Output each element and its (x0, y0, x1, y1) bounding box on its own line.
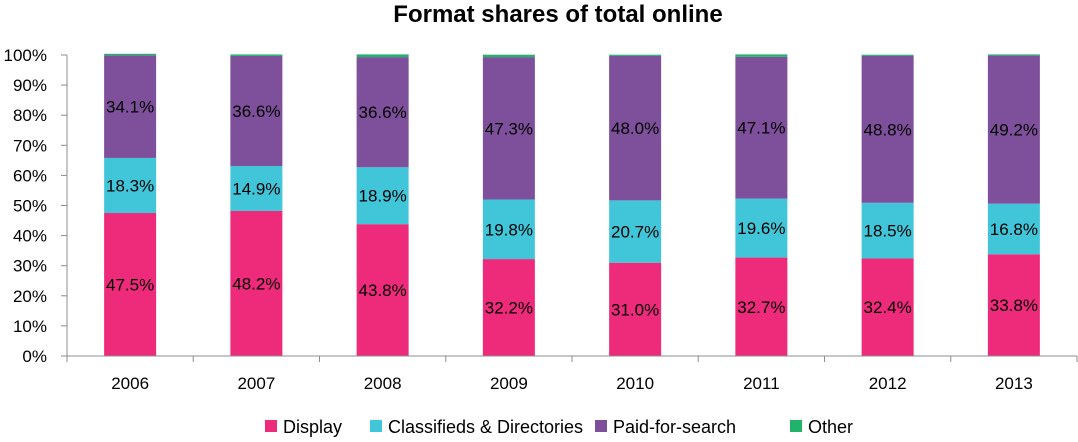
bar-segment-other (356, 54, 409, 58)
data-label: 16.8% (990, 220, 1038, 239)
data-label: 19.8% (485, 220, 533, 239)
data-label: 19.6% (737, 219, 785, 238)
data-label: 48.0% (611, 119, 659, 138)
y-tick-label: 80% (13, 106, 47, 125)
data-label: 32.4% (864, 298, 912, 317)
bar-segment-classifieds-directories (104, 157, 157, 214)
y-tick-label: 20% (13, 287, 47, 306)
data-label: 47.3% (485, 119, 533, 138)
bar-segment-paid-for-search (230, 55, 283, 167)
bar-segment-other (230, 54, 283, 56)
bar-segment-classifieds-directories (735, 198, 788, 258)
legend-swatch (265, 420, 277, 432)
bar-segment-display (356, 224, 409, 356)
bar-segment-classifieds-directories (609, 200, 662, 263)
legend-label: Display (283, 417, 342, 437)
data-label: 33.8% (990, 296, 1038, 315)
x-tick-label: 2007 (237, 374, 275, 393)
data-label: 18.3% (106, 176, 154, 195)
bar-segment-display (230, 210, 283, 356)
x-tick-label: 2008 (364, 374, 402, 393)
bar-segment-paid-for-search (104, 55, 157, 158)
data-label: 18.5% (864, 222, 912, 241)
legend-label: Classifieds & Directories (388, 417, 583, 437)
y-tick-label: 10% (13, 317, 47, 336)
x-tick-label: 2006 (111, 374, 149, 393)
x-axis-ticks: 2006 2007 2008 2009 2010 2011 2012 2013 (111, 374, 1033, 393)
bar-segment-other (987, 54, 1040, 56)
y-tick-label: 70% (13, 136, 47, 155)
bar-segment-classifieds-directories (230, 166, 283, 211)
legend-swatch (790, 420, 802, 432)
legend: Display Classifieds & Directories Paid-for… (265, 417, 853, 437)
y-tick-label: 50% (13, 197, 47, 216)
y-tick-label: 90% (13, 76, 47, 95)
data-label: 48.2% (232, 274, 280, 293)
y-tick-label: 40% (13, 227, 47, 246)
x-tick-label: 2010 (616, 374, 654, 393)
bar-segment-paid-for-search (356, 57, 409, 168)
data-label: 47.5% (106, 276, 154, 295)
data-label: 36.6% (359, 103, 407, 122)
legend-swatch (370, 420, 382, 432)
bar-segment-paid-for-search (861, 55, 914, 203)
data-label: 49.2% (990, 121, 1038, 140)
bar-segment-other (482, 54, 535, 58)
bar-segment-classifieds-directories (861, 202, 914, 259)
x-tick-label: 2011 (743, 374, 780, 393)
y-tick-label: 100% (4, 46, 47, 65)
bar-segment-paid-for-search (735, 56, 788, 199)
data-label: 32.2% (485, 299, 533, 318)
data-label: 43.8% (359, 281, 407, 300)
bar-segment-display (104, 213, 157, 356)
bar-segment-display (861, 258, 914, 356)
bar-segment-other (735, 54, 788, 57)
data-label: 14.9% (232, 179, 280, 198)
bars: 47.5% 18.3% 34.1% 48.2% 14.9% 36.6% 43.8% 18.9%… (104, 53, 1040, 356)
bar-segment-paid-for-search (482, 57, 535, 200)
legend-label: Paid-for-search (613, 417, 736, 437)
bar-segment-other (104, 53, 157, 56)
x-tick-label: 2013 (995, 374, 1033, 393)
data-label: 47.1% (737, 119, 785, 138)
x-tick-label: 2012 (869, 374, 907, 393)
data-label: 34.1% (106, 98, 154, 117)
legend-label: Other (808, 417, 853, 437)
axes (66, 55, 1078, 362)
y-axis-ticks: 0% 10% 20% 30% 40% 50% 60% 70% 80% 90% 100% (4, 46, 67, 366)
bar-segment-classifieds-directories (356, 167, 409, 225)
legend-swatch (595, 420, 607, 432)
bar-segment-display (735, 257, 788, 356)
x-tick-label: 2009 (490, 374, 528, 393)
data-label: 32.7% (737, 298, 785, 317)
bar-segment-paid-for-search (609, 55, 662, 201)
y-tick-label: 0% (22, 347, 47, 366)
data-label: 20.7% (611, 223, 659, 242)
bar-segment-classifieds-directories (987, 203, 1040, 255)
bar-segment-display (609, 262, 662, 356)
bar-segment-other (861, 54, 914, 56)
y-tick-label: 30% (13, 257, 47, 276)
data-label: 18.9% (359, 187, 407, 206)
data-label: 36.6% (232, 102, 280, 121)
bar-segment-display (987, 254, 1040, 356)
bar-segment-display (482, 259, 535, 356)
bar-segment-other (609, 54, 662, 56)
data-label: 48.8% (864, 120, 912, 139)
data-label: 31.0% (611, 300, 659, 319)
y-tick-label: 60% (13, 166, 47, 185)
bar-segment-classifieds-directories (482, 199, 535, 260)
bar-segment-paid-for-search (987, 55, 1040, 204)
chart-title: Format shares of total online (393, 1, 722, 28)
